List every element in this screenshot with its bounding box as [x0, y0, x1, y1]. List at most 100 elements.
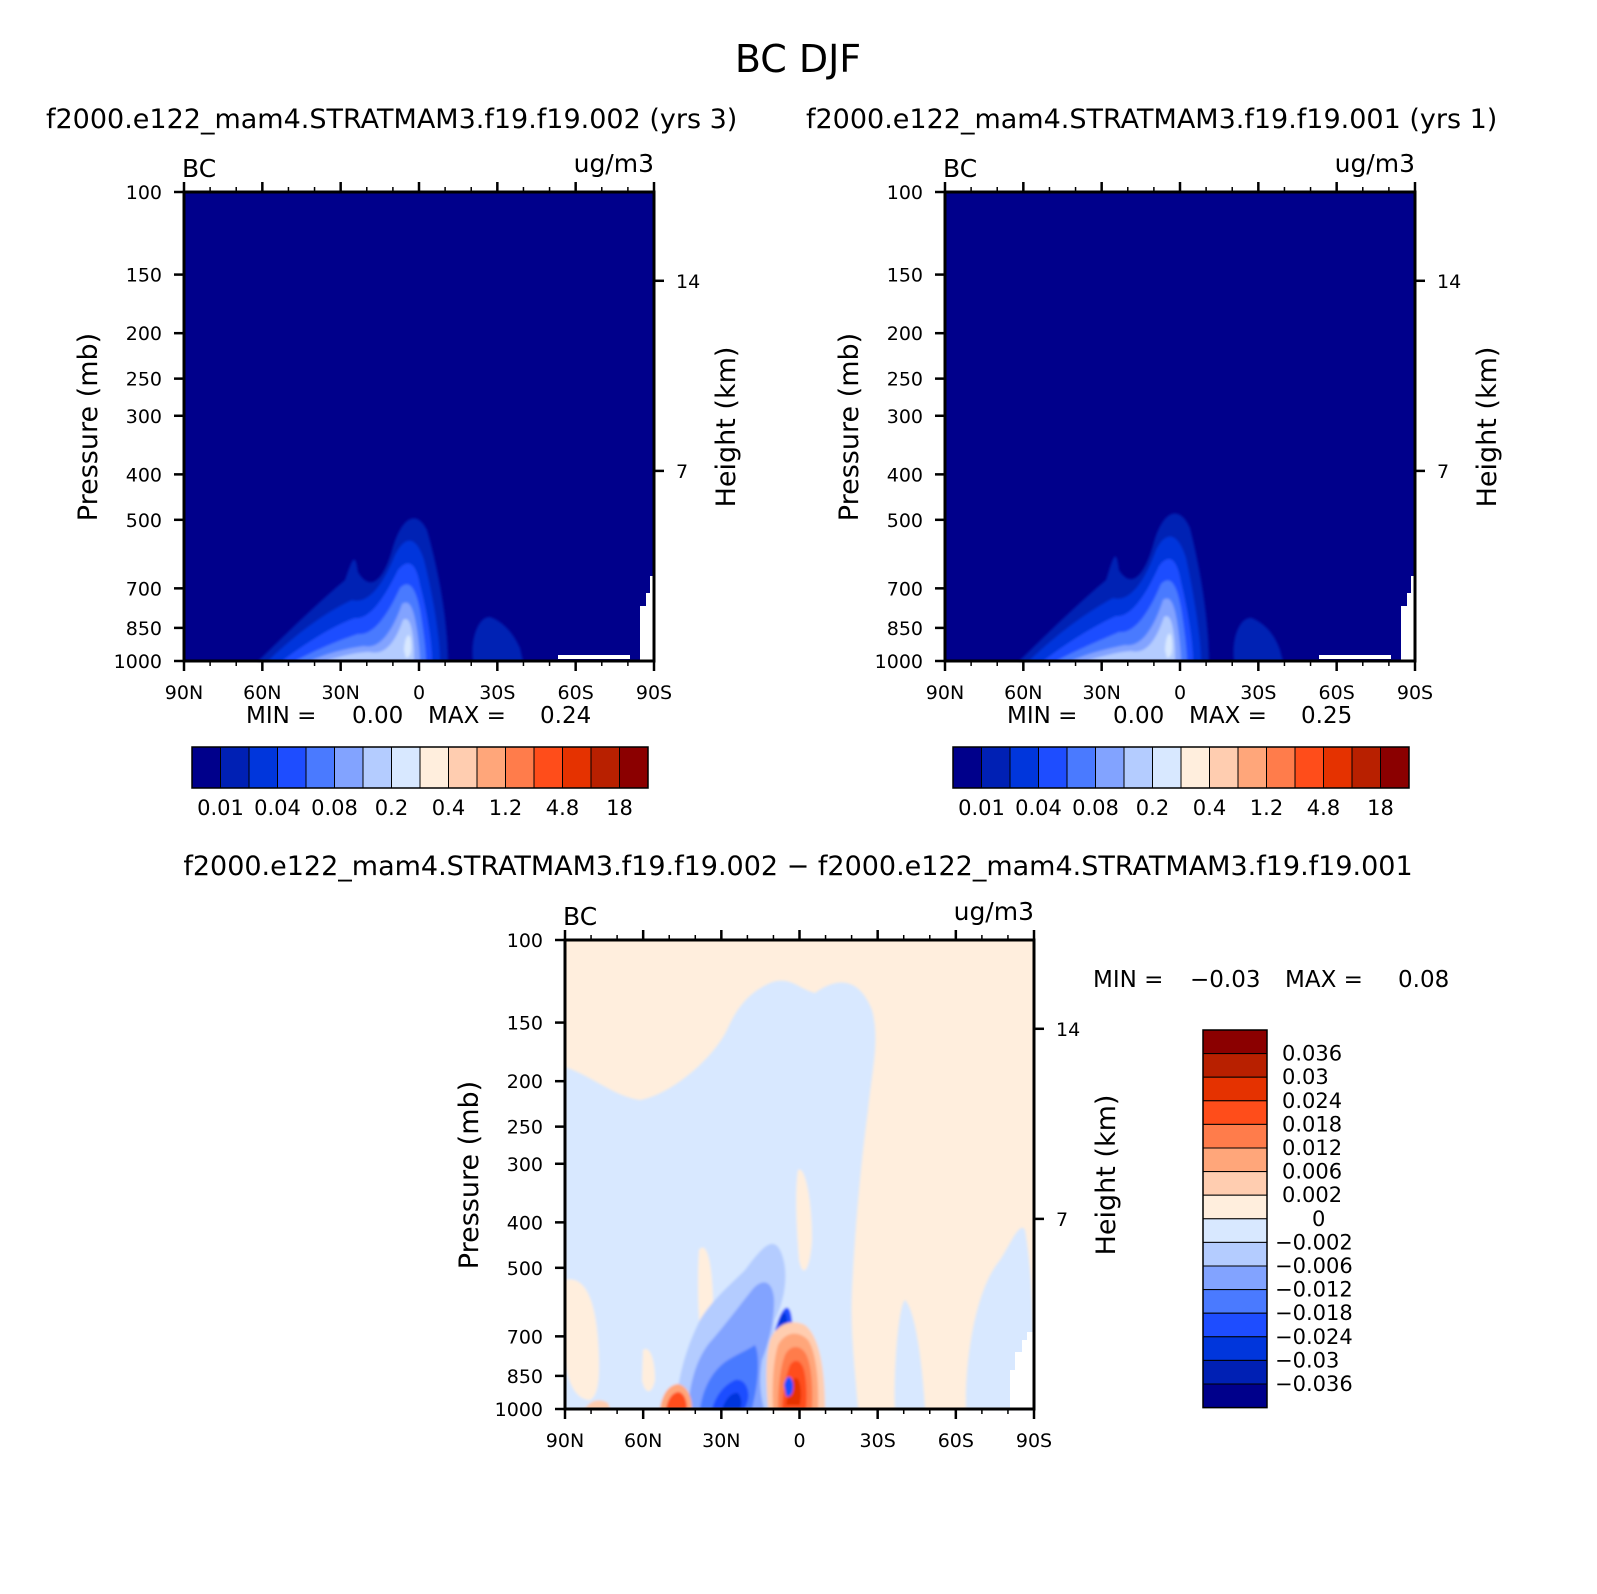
colorbar-swatch — [619, 746, 649, 789]
colorbar-swatch — [248, 746, 278, 789]
x-tick-label: 0 — [413, 682, 425, 704]
x-tick-label: 60N — [243, 682, 281, 704]
colorbar-swatch — [533, 746, 563, 789]
colorbar-swatch — [952, 746, 982, 789]
colorbar-frame — [952, 746, 1410, 789]
x-tick-label: 90S — [1016, 1430, 1052, 1452]
colorbar-swatch — [191, 746, 221, 789]
colorbar-swatch — [362, 746, 392, 789]
colorbar-swatch — [305, 746, 335, 789]
colorbar-swatch — [1202, 1241, 1268, 1267]
var-label: BC — [943, 154, 977, 183]
panel-model-002: 90N 60N 30N 0 30S 60S 90S 100 150 200 250 300 400 500… — [73, 149, 742, 820]
colorbar-swatch — [1294, 746, 1324, 789]
y-tick-label: 200 — [887, 323, 923, 345]
subtitle-left: f2000.e122_mam4.STRATMAM3.f19.f19.002 (y… — [46, 104, 737, 135]
y-tick-label: 300 — [507, 1154, 543, 1176]
min-label: MIN = — [1007, 703, 1077, 729]
y-tick-label: 1000 — [114, 651, 162, 673]
colorbar-swatch — [476, 746, 506, 789]
max-label: MAX = — [1189, 703, 1267, 729]
colorbar-swatch — [334, 746, 364, 789]
x-tick-label: 30N — [321, 682, 359, 704]
x-tick-label: 60N — [624, 1430, 662, 1452]
y-right-tick-label: 14 — [1437, 271, 1461, 293]
min-label: MIN = — [1093, 967, 1163, 993]
min-value: 0.00 — [352, 703, 403, 729]
colorbar: 0.0360.030.0240.0180.0120.0060.0020−0.00… — [1202, 1029, 1353, 1409]
bc-concentration-field — [1019, 513, 1283, 661]
y-tick-label: 100 — [507, 930, 543, 952]
y-tick-label: 1000 — [495, 1399, 543, 1421]
stats-line: MIN = 0.00 MAX = 0.25 — [1007, 703, 1352, 729]
max-value: 0.24 — [540, 703, 591, 729]
diff-title: f2000.e122_mam4.STRATMAM3.f19.f19.002 − … — [183, 851, 1412, 882]
missing-data-mask — [558, 576, 654, 661]
colorbar-label: 0.012 — [1282, 1136, 1342, 1160]
x-tick-label: 30S — [860, 1430, 896, 1452]
colorbar-swatch — [277, 746, 307, 789]
colorbar: 0.01 0.04 0.08 0.2 0.4 1.2 4.8 18 — [191, 746, 649, 820]
missing-data-mask — [1010, 1332, 1034, 1409]
x-tick-label: 90S — [1397, 682, 1433, 704]
y-tick-label: 200 — [126, 323, 162, 345]
y-tick-label: 1000 — [875, 651, 923, 673]
y-tick-label: 250 — [507, 1117, 543, 1139]
y-tick-label: 250 — [887, 369, 923, 391]
colorbar-swatch — [1123, 746, 1153, 789]
colorbar-label: −0.012 — [1275, 1278, 1353, 1302]
colorbar-label: −0.036 — [1275, 1372, 1353, 1396]
colorbar-label: 0.04 — [1015, 796, 1062, 820]
y-tick-label: 250 — [126, 369, 162, 391]
max-value: 0.08 — [1398, 967, 1449, 993]
colorbar-frame — [191, 746, 649, 789]
y-axis-label: Pressure (mb) — [73, 333, 104, 521]
colorbar-swatch — [1351, 746, 1381, 789]
colorbar-swatch — [1202, 1194, 1268, 1220]
colorbar-label: 0.4 — [1193, 796, 1226, 820]
colorbar-swatch — [419, 746, 449, 789]
y-tick-label: 300 — [887, 406, 923, 428]
y-tick-label: 100 — [126, 182, 162, 204]
colorbar-label: 0.01 — [197, 796, 244, 820]
colorbar-label: 0.002 — [1282, 1183, 1342, 1207]
colorbar-label: −0.006 — [1275, 1254, 1353, 1278]
colorbar-swatch — [1380, 746, 1410, 789]
colorbar-label: 1.2 — [489, 796, 522, 820]
x-tick-label: 90N — [546, 1430, 584, 1452]
y-tick-label: 150 — [507, 1013, 543, 1035]
x-tick-label: 60N — [1004, 682, 1042, 704]
colorbar-swatch — [448, 746, 478, 789]
x-tick-label: 0 — [1174, 682, 1186, 704]
colorbar-label: 0 — [1312, 1207, 1325, 1231]
y-right-tick-label: 14 — [1056, 1019, 1080, 1041]
panel-difference: 90N 60N 30N 0 30S 60S 90S 100 150 200 250 300 400 500… — [454, 897, 1449, 1452]
colorbar-label: 0.036 — [1282, 1042, 1342, 1066]
y-right-tick-label: 7 — [676, 461, 688, 483]
y-tick-label: 700 — [126, 578, 162, 600]
max-label: MAX = — [428, 703, 506, 729]
colorbar-label: 0.4 — [432, 796, 465, 820]
y-tick-label: 400 — [126, 464, 162, 486]
x-tick-label: 90S — [636, 682, 672, 704]
colorbar-label: 0.018 — [1282, 1112, 1342, 1136]
colorbar-swatch — [1152, 746, 1182, 789]
colorbar-swatch — [1180, 746, 1210, 789]
missing-data-mask — [1319, 576, 1415, 661]
x-tick-label: 60S — [938, 1430, 974, 1452]
stats-line: MIN = 0.00 MAX = 0.24 — [246, 703, 591, 729]
units-label: ug/m3 — [954, 897, 1034, 926]
y-tick-label: 400 — [507, 1212, 543, 1234]
colorbar-swatch — [1202, 1029, 1268, 1055]
x-tick-label: 30N — [1082, 682, 1120, 704]
x-tick-label: 90N — [165, 682, 203, 704]
y-right-axis-label: Height (km) — [1091, 1095, 1122, 1256]
bc-concentration-field — [258, 518, 523, 661]
colorbar-frame — [1202, 1029, 1268, 1409]
colorbar-label: −0.024 — [1275, 1325, 1353, 1349]
var-label: BC — [182, 154, 216, 183]
colorbar-label: 0.04 — [254, 796, 301, 820]
min-value: −0.03 — [1190, 967, 1260, 993]
y-tick-label: 200 — [507, 1071, 543, 1093]
colorbar-swatch — [1323, 746, 1353, 789]
